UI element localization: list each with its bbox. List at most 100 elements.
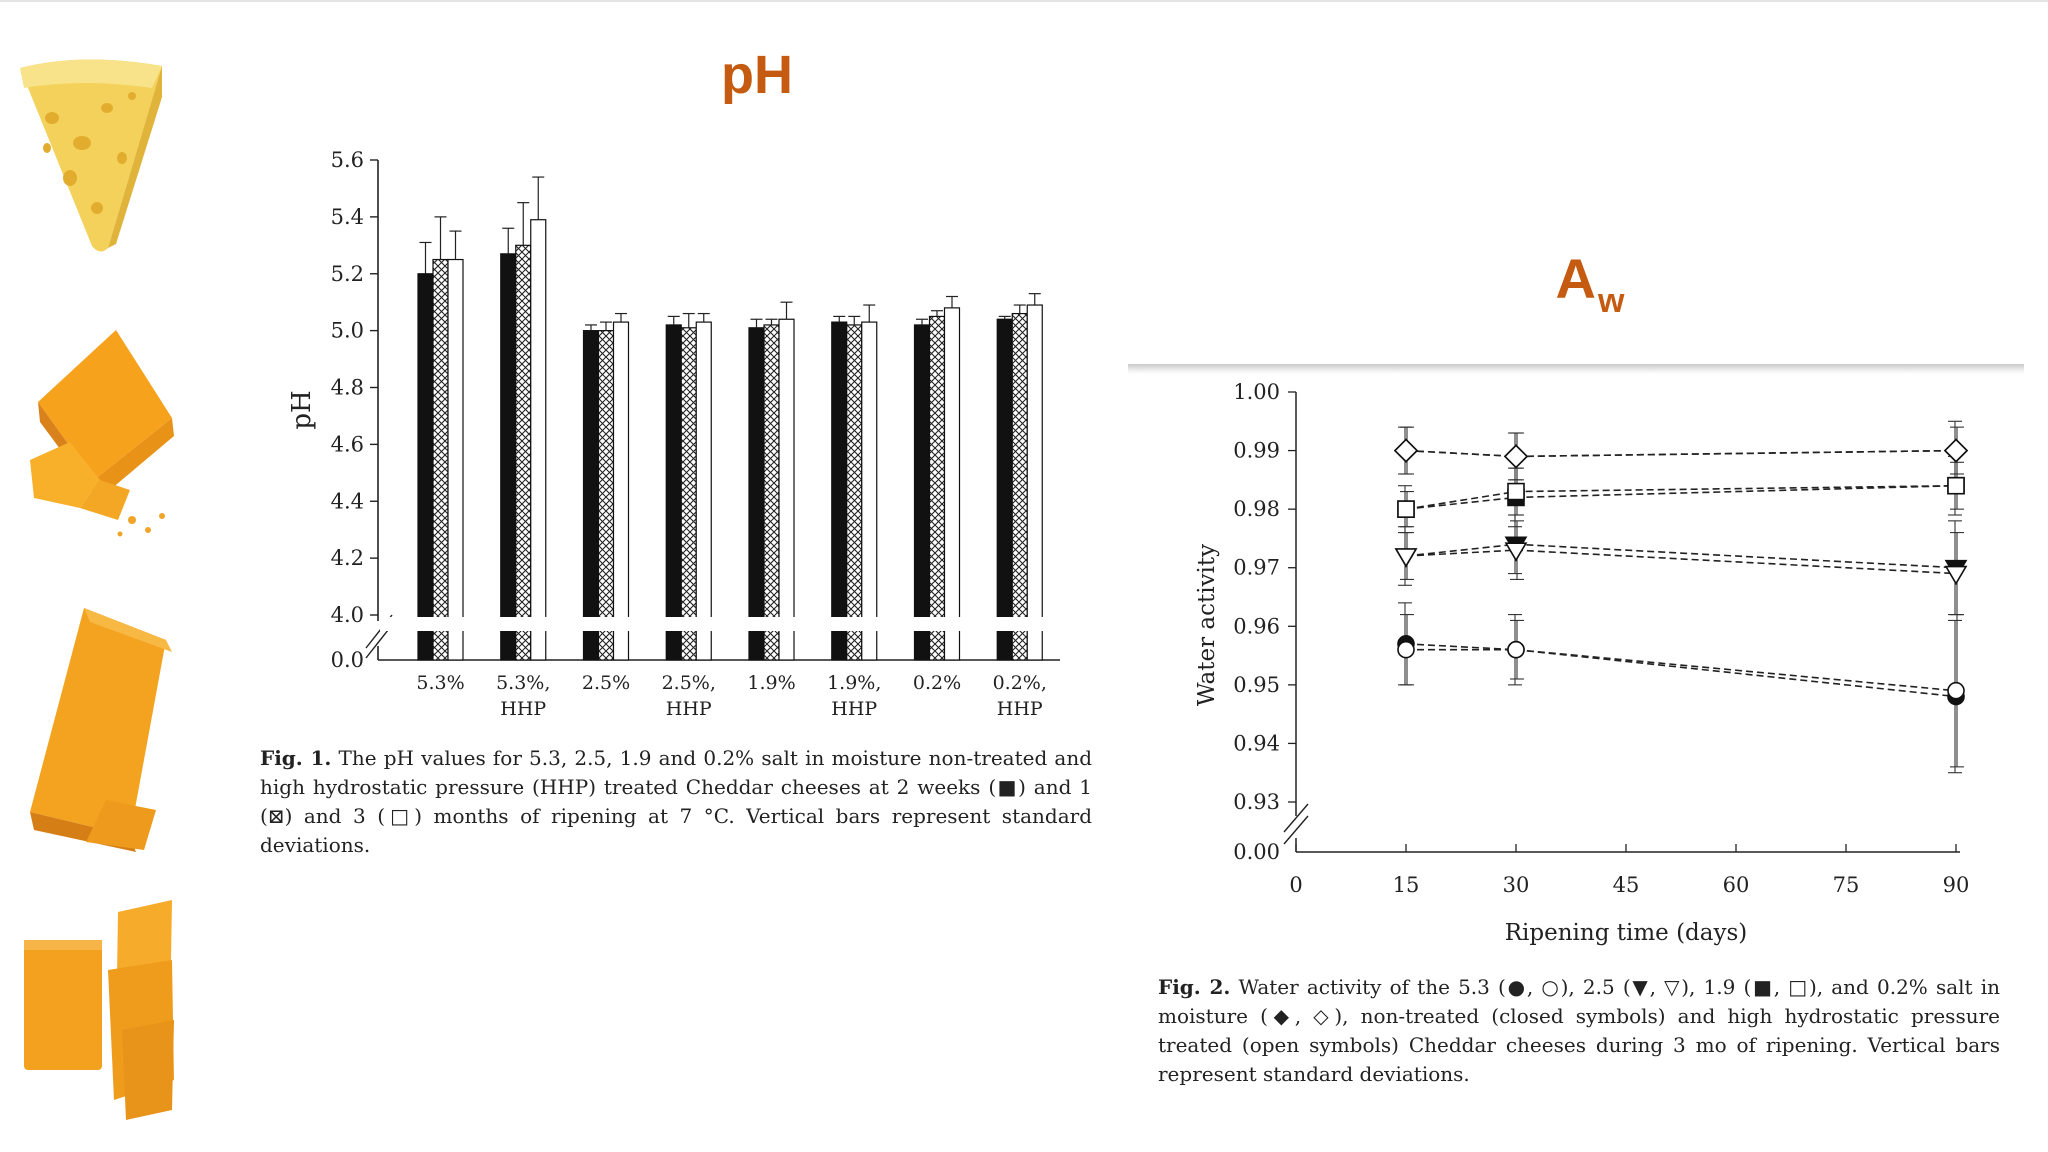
- y-break-tick-label: 0.0: [331, 648, 364, 672]
- x-category-label: 1.9%: [747, 672, 795, 694]
- y-axis-label: Water activity: [1194, 544, 1220, 706]
- x-category-label: 0.2%,: [993, 672, 1047, 694]
- y-tick-label: 4.4: [331, 489, 364, 513]
- ph-slide-title: pH: [721, 45, 793, 105]
- y-tick-label: 0.95: [1233, 673, 1280, 697]
- water-activity-line-chart: 1.00 0.99 0.98 0.97 0.96 0.95 0.94 0.93 0.00 0 15 3…: [1194, 380, 1970, 946]
- marker-02-HHP: [1943, 438, 1969, 463]
- bar-2-weeks: [748, 327, 765, 661]
- x-category-label: 0.2%: [913, 672, 961, 694]
- bar-break-gap: [380, 617, 1058, 631]
- figure-2-label: Fig. 2.: [1158, 975, 1231, 999]
- y-tick-label: 0.94: [1233, 731, 1280, 755]
- bar-3-months: [695, 321, 712, 661]
- y-tick-label: 5.6: [331, 148, 364, 172]
- bar-1-month: [680, 327, 697, 661]
- y-tick-label: 4.2: [331, 546, 364, 570]
- cheddar-slab-icon: [30, 608, 172, 852]
- marker-19-HHP: [1507, 482, 1525, 501]
- open-square-symbol: □: [385, 804, 415, 828]
- bar-3-months: [778, 318, 795, 661]
- x-tick-label: 15: [1393, 873, 1420, 897]
- aw-title-main: A: [1555, 247, 1596, 310]
- top-border: [0, 0, 2048, 2]
- x-category-label: 2.5%: [582, 672, 630, 694]
- aw-title-subscript: w: [1598, 282, 1625, 320]
- y-tick-label: 0.96: [1233, 614, 1280, 638]
- y-tick-label: 0.97: [1233, 556, 1280, 580]
- section-divider: [1128, 364, 2024, 374]
- y-tick-label: 4.0: [331, 603, 364, 627]
- figure-2-caption: Fig. 2. Water activity of the 5.3 (●, ○)…: [1158, 973, 2000, 1089]
- marker-53-HHP: [1397, 640, 1415, 659]
- bar-3-months: [943, 307, 961, 661]
- figure-1-caption-text-d: ) months of ripening at 7 °C. Vertical b…: [260, 804, 1092, 857]
- y-tick-label: 4.6: [331, 432, 364, 456]
- bar-2-weeks: [500, 253, 517, 661]
- figure-2-caption-text: Water activity of the 5.3 (●, ○), 2.5 (▼…: [1158, 975, 2000, 1086]
- y-axis-label: pH: [287, 390, 317, 429]
- x-axis-label: Ripening time (days): [1505, 920, 1748, 946]
- marker-25-HHP: [1944, 565, 1968, 586]
- series-line-53-HHP: [1406, 648, 1957, 692]
- series-line-25-non-treated: [1405, 543, 1957, 569]
- x-category-label-line2: HHP: [831, 698, 877, 720]
- bar-1-month: [763, 324, 780, 661]
- bar-1-month: [1011, 312, 1028, 661]
- x-tick-label: 75: [1833, 873, 1860, 897]
- series-line-02-HHP: [1405, 449, 1957, 458]
- bar-1-month: [515, 244, 532, 661]
- bar-1-month: [846, 324, 863, 661]
- marker-19-HHP: [1397, 500, 1415, 518]
- figure-1-caption-text-c: ) and 3 (: [284, 804, 386, 828]
- ph-bar-chart: 5.6 5.4 5.2 5.0 4.8 4.6 4.4 4.2 4.0 0.0 pH 5.3% 5.3%…: [287, 148, 1060, 720]
- bar-2-weeks: [831, 321, 848, 661]
- solid-square-symbol: ■: [996, 775, 1019, 799]
- bar-3-months: [861, 321, 878, 661]
- bar-2-weeks: [582, 330, 600, 661]
- bar-3-months: [447, 258, 464, 661]
- y-tick-label: 0.93: [1233, 790, 1280, 814]
- x-tick-label: 90: [1943, 873, 1970, 897]
- marker-53-HHP: [1507, 640, 1525, 659]
- x-category-label: 5.3%,: [496, 672, 550, 694]
- cheddar-block-with-crumbs-icon: [30, 330, 174, 537]
- water-activity-slide-title: Aw: [1540, 246, 1640, 321]
- x-tick-label: 60: [1723, 873, 1750, 897]
- bar-2-weeks: [665, 324, 682, 661]
- x-category-label: 5.3%: [416, 672, 464, 694]
- marker-02-HHP: [1393, 438, 1419, 463]
- cheddar-slices-icon: [24, 900, 174, 1120]
- series-line-19-HHP: [1405, 484, 1957, 510]
- x-tick-label: 30: [1503, 873, 1530, 897]
- bar-1-month: [432, 258, 449, 661]
- axis-break-mark: [1283, 803, 1309, 833]
- y-tick-label: 0.98: [1233, 497, 1280, 521]
- marker-53-HHP: [1947, 681, 1965, 700]
- hatched-square-symbol: ⊠: [267, 804, 285, 828]
- x-tick-label: 45: [1613, 873, 1640, 897]
- y-tick-label: 4.8: [331, 376, 364, 400]
- series-line-53-non-treated: [1405, 643, 1957, 698]
- x-category-label-line2: HHP: [997, 698, 1043, 720]
- marker-02-HHP: [1503, 444, 1529, 469]
- bar-3-months: [530, 219, 547, 661]
- marker-25-HHP: [1394, 548, 1418, 568]
- y-tick-label: 5.0: [331, 319, 364, 343]
- swiss-cheese-wedge-icon: [20, 59, 162, 252]
- x-category-label-line2: HHP: [500, 698, 546, 720]
- marker-25-HHP: [1504, 542, 1528, 562]
- x-tick-label: 0: [1289, 873, 1302, 897]
- marker-19-HHP: [1947, 476, 1965, 495]
- figure-1-caption-text-b: ) and 1 (: [260, 775, 1092, 828]
- y-tick-label: 5.4: [331, 205, 364, 229]
- bar-1-month: [928, 315, 946, 661]
- figure-1-label: Fig. 1.: [260, 746, 332, 770]
- axis-break-mark: [1283, 815, 1309, 845]
- figure-1-caption: Fig. 1. The pH values for 5.3, 2.5, 1.9 …: [260, 744, 1092, 860]
- x-category-label: 2.5%,: [662, 672, 716, 694]
- x-category-label-line2: HHP: [666, 698, 712, 720]
- bar-2-weeks: [913, 324, 931, 661]
- bar-2-weeks: [996, 318, 1013, 661]
- y-break-tick-label: 0.00: [1233, 840, 1280, 864]
